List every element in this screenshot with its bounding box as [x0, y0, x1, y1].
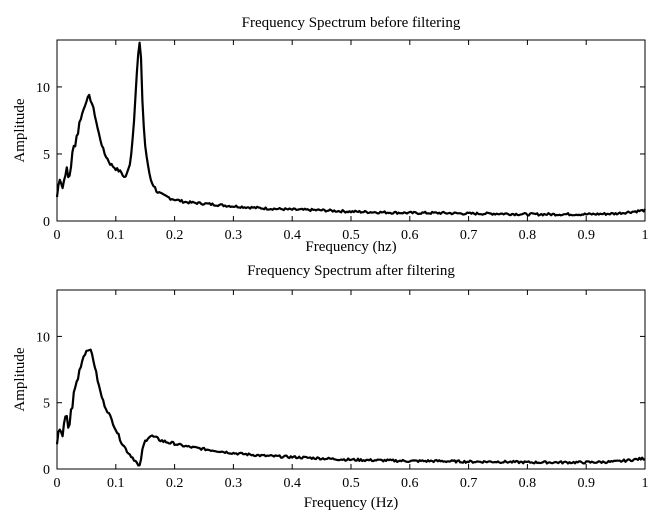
- x-tick-label: 0.9: [577, 476, 595, 491]
- x-tick-label: 0.6: [401, 476, 419, 491]
- x-tick-label: 0.7: [460, 476, 478, 491]
- y-tick-label: 0: [43, 215, 50, 230]
- x-tick-label: 0: [54, 476, 61, 491]
- x-tick-label: 0.9: [577, 228, 595, 243]
- plot-frame: [56, 39, 646, 222]
- x-tick-label: 1: [642, 228, 649, 243]
- x-tick-label: 0.1: [107, 476, 125, 491]
- y-axis-label: Amplitude: [12, 347, 28, 412]
- x-tick-label: 0.1: [107, 228, 125, 243]
- x-axis-label: Frequency (hz): [305, 239, 396, 255]
- y-tick-label: 10: [36, 81, 50, 96]
- y-tick-label: 5: [43, 148, 50, 163]
- x-tick-label: 0.8: [519, 228, 537, 243]
- x-tick-label: 0.5: [342, 476, 360, 491]
- x-tick-label: 0.3: [225, 228, 243, 243]
- x-tick-label: 0: [54, 228, 61, 243]
- x-tick-label: 0.8: [519, 476, 537, 491]
- chart-title: Frequency Spectrum after filtering: [247, 263, 455, 279]
- subplot-2: 0 0.1 0.2 0.3 0.4 0.5 0.6 0.7 0.8 0.9 10510Frequen…: [12, 263, 649, 511]
- x-tick-label: 0.7: [460, 228, 478, 243]
- y-axis-label: Amplitude: [12, 98, 28, 163]
- series-line: [55, 348, 646, 467]
- x-tick-label: 1: [642, 476, 649, 491]
- y-tick-label: 10: [36, 330, 50, 345]
- subplot-1: 0 0.1 0.2 0.3 0.4 0.5 0.6 0.7 0.8 0.9 10510Frequen…: [12, 15, 649, 255]
- x-tick-label: 0.2: [166, 228, 184, 243]
- y-tick-label: 0: [43, 463, 50, 478]
- x-tick-label: 0.4: [283, 476, 301, 491]
- x-axis-label: Frequency (Hz): [304, 495, 399, 511]
- x-tick-label: 0.2: [166, 476, 184, 491]
- x-tick-label: 0.6: [401, 228, 419, 243]
- x-tick-label: 0.5: [342, 228, 360, 243]
- y-tick-label: 5: [43, 397, 50, 412]
- x-tick-label: 0.3: [225, 476, 243, 491]
- series-line: [55, 41, 646, 217]
- chart-title: Frequency Spectrum before filtering: [242, 15, 461, 31]
- x-tick-label: 0.4: [283, 228, 301, 243]
